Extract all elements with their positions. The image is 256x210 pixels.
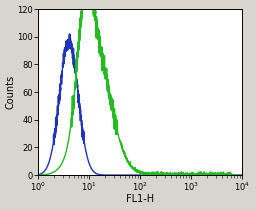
Y-axis label: Counts: Counts <box>6 75 16 109</box>
X-axis label: FL1-H: FL1-H <box>126 194 154 205</box>
